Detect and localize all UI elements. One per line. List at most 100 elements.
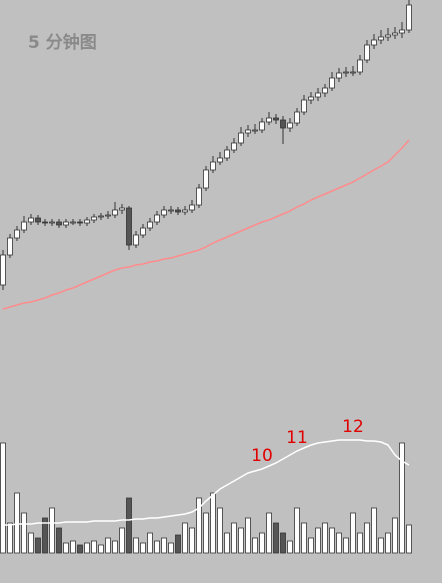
- candle-body: [357, 59, 363, 73]
- volume-bar: [168, 542, 174, 554]
- volume-bar: [70, 540, 76, 554]
- candle-body: [238, 132, 244, 144]
- volume-bar: [259, 532, 265, 554]
- volume-bar: [280, 532, 286, 554]
- candle-body: [140, 227, 146, 236]
- volume-bar: [224, 532, 230, 554]
- candle-body: [343, 71, 349, 74]
- volume-bar: [392, 517, 398, 554]
- volume-bar: [14, 492, 20, 554]
- volume-bar: [105, 537, 111, 554]
- candle-body: [168, 209, 174, 212]
- volume-bar: [91, 540, 97, 554]
- volume-bar: [28, 532, 34, 554]
- candle-body: [70, 221, 76, 224]
- volume-bar: [84, 542, 90, 554]
- candle-body: [399, 29, 405, 34]
- candle-body: [196, 187, 202, 206]
- candle-body: [224, 149, 230, 159]
- candle-body: [189, 204, 195, 211]
- candle-body: [252, 129, 258, 132]
- volume-bar: [308, 537, 314, 554]
- volume-bar: [238, 527, 244, 554]
- chart-title: 5 分钟图: [28, 32, 97, 53]
- candle-body: [336, 72, 342, 79]
- candle-body: [385, 34, 391, 38]
- candle-body: [56, 221, 62, 226]
- candle-body: [273, 117, 279, 121]
- volume-bar: [315, 527, 321, 554]
- volume-bar: [343, 537, 349, 554]
- volume-bar: [266, 512, 272, 554]
- candle-body: [406, 4, 412, 31]
- candle-body: [98, 215, 104, 218]
- candle-body: [7, 237, 13, 256]
- candle-body: [371, 39, 377, 46]
- candle-body: [210, 161, 216, 171]
- candle-body: [35, 217, 41, 223]
- volume-bar: [112, 540, 118, 554]
- candle-body: [182, 209, 188, 213]
- volume-bar: [42, 517, 48, 554]
- volume-bar: [245, 517, 251, 554]
- volume-bar: [322, 522, 328, 554]
- volume-bar: [161, 537, 167, 554]
- candle-body: [280, 119, 286, 129]
- volume-bar: [175, 534, 181, 554]
- candle-body: [175, 209, 181, 213]
- candle-body: [294, 111, 300, 124]
- volume-bar: [294, 507, 300, 554]
- candle-body: [105, 214, 111, 217]
- candle-body: [147, 221, 153, 229]
- candle-body: [364, 44, 370, 61]
- volume-bar: [7, 522, 13, 554]
- volume-bar: [203, 512, 209, 554]
- volume-bar: [371, 507, 377, 554]
- volume-average: [3, 439, 410, 526]
- candle-body: [329, 77, 335, 89]
- volume-bar: [189, 527, 195, 554]
- volume-bar: [98, 544, 104, 554]
- volume-bar: [133, 537, 139, 554]
- volume-bar: [140, 542, 146, 554]
- volume-bar: [119, 527, 125, 554]
- volume-bar: [350, 512, 356, 554]
- moving-average: [2, 139, 410, 310]
- candle-body: [301, 99, 307, 113]
- volume-bar: [147, 532, 153, 554]
- volume-bar: [406, 524, 412, 554]
- candle-body: [392, 32, 398, 36]
- volume-bar: [126, 497, 132, 554]
- volume-bar: [364, 522, 370, 554]
- candle-body: [126, 207, 132, 246]
- volume-bar: [252, 537, 258, 554]
- candle-body: [350, 71, 356, 74]
- volume-bar: [399, 442, 405, 554]
- annotation: 10: [251, 446, 273, 466]
- candle-body: [259, 121, 265, 131]
- volume-bar: [273, 522, 279, 554]
- volume-bar: [301, 522, 307, 554]
- volume-bar: [182, 522, 188, 554]
- volume-bar: [231, 522, 237, 554]
- volume-bar: [196, 497, 202, 554]
- candle-body: [119, 207, 125, 211]
- volume-bar: [63, 542, 69, 554]
- candle-body: [49, 221, 55, 224]
- volume-bar: [154, 540, 160, 554]
- candle-body: [161, 209, 167, 216]
- volume-bar: [378, 537, 384, 554]
- volume-bar: [329, 527, 335, 554]
- candle-body: [266, 117, 272, 123]
- volume-bar: [210, 492, 216, 554]
- candle-body: [322, 87, 328, 94]
- volume-bar: [21, 512, 27, 554]
- candle-body: [315, 92, 321, 98]
- candle-body: [84, 219, 90, 224]
- volume-bar: [385, 532, 391, 554]
- volume-bar: [357, 532, 363, 554]
- annotation: 12: [342, 417, 364, 437]
- volume-bar: [217, 507, 223, 554]
- candle-body: [245, 129, 251, 134]
